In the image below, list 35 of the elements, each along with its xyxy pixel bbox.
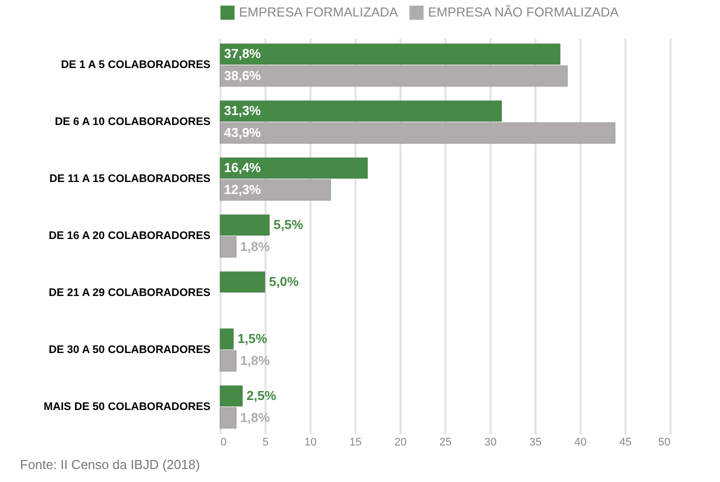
y-tick-label: MAIS DE 50 COLABORADORES [44,400,210,413]
y-tick-label: DE 11 A 15 COLABORADORES [49,173,210,186]
x-tick-label: 30 [484,436,497,448]
x-tick-label: 25 [439,436,452,448]
data-label: 43,9% [224,125,262,140]
data-label: 38,6% [224,68,262,84]
data-label: 1,8% [240,238,270,254]
data-label: 2,5% [246,388,277,403]
legend-label: EMPRESA NÃO FORMALIZADA [428,4,620,20]
data-label: 1,8% [240,352,270,368]
x-tick-label: 45 [619,436,632,448]
x-tick-label: 20 [394,436,407,448]
data-label: 12,3% [224,182,262,197]
data-label: 5,0% [269,274,300,290]
legend-label: EMPRESA FORMALIZADA [239,4,398,20]
y-tick-label: DE 16 A 20 COLABORADORES [48,230,210,242]
x-tick-label: 10 [304,436,317,448]
y-tick-label: DE 6 A 10 COLABORADORES [54,116,210,128]
data-label: 1,5% [238,331,268,346]
y-tick-label: DE 21 A 29 COLABORADORES [48,286,210,299]
source-note: Fonte: II Censo da IBJD (2018) [20,457,200,472]
data-label: 37,8% [224,46,262,62]
y-tick-label: DE 30 A 50 COLABORADORES [48,344,210,356]
data-label: 1,8% [240,410,270,425]
bar [220,271,266,293]
data-label: 16,4% [224,160,262,176]
y-tick-label: DE 1 A 5 COLABORADORES [60,59,210,72]
x-tick-label: 15 [349,436,362,448]
x-tick-label: 50 [658,436,670,448]
x-tick-label: 5 [262,436,269,448]
data-label: 5,5% [274,217,304,232]
data-label: 31,3% [224,103,262,118]
x-tick-label: 35 [529,436,542,448]
x-tick-label: 0 [220,436,227,448]
x-tick-label: 40 [574,436,587,448]
